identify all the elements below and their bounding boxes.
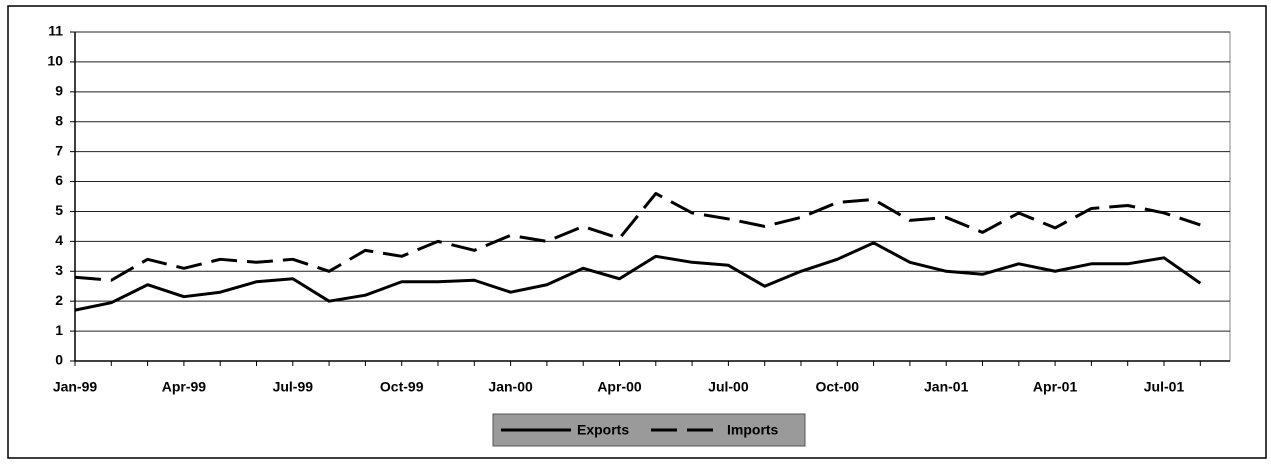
y-tick-label: 11 bbox=[48, 23, 63, 39]
y-tick-label: 6 bbox=[55, 172, 63, 188]
y-tick-label: 0 bbox=[55, 352, 63, 368]
x-tick-label: Jul-01 bbox=[1144, 379, 1185, 395]
x-tick-label: Apr-00 bbox=[597, 379, 642, 395]
x-tick-label: Apr-01 bbox=[1033, 379, 1078, 395]
x-tick-label: Jul-99 bbox=[273, 379, 314, 395]
x-tick-label: Jan-01 bbox=[924, 379, 969, 395]
y-tick-label: 3 bbox=[55, 262, 63, 278]
x-tick-label: Jul-00 bbox=[708, 379, 749, 395]
legend-label: Imports bbox=[727, 422, 779, 438]
series-line bbox=[74, 241, 1202, 312]
y-tick-label: 4 bbox=[55, 232, 63, 248]
x-tick-label: Apr-99 bbox=[162, 379, 207, 395]
y-tick-label: 8 bbox=[55, 112, 63, 128]
x-tick-label: Jan-00 bbox=[488, 379, 533, 395]
y-tick-label: 5 bbox=[55, 202, 63, 218]
y-tick-label: 1 bbox=[55, 322, 63, 338]
x-tick-label: Oct-99 bbox=[380, 379, 424, 395]
y-tick-label: 7 bbox=[55, 142, 63, 158]
y-tick-label: 10 bbox=[47, 53, 63, 69]
y-tick-label: 2 bbox=[55, 292, 63, 308]
series-line bbox=[74, 192, 1201, 282]
y-tick-label: 9 bbox=[55, 83, 63, 99]
legend-label: Exports bbox=[577, 422, 629, 438]
x-tick-label: Oct-00 bbox=[816, 379, 860, 395]
x-tick-label: Jan-99 bbox=[53, 379, 98, 395]
